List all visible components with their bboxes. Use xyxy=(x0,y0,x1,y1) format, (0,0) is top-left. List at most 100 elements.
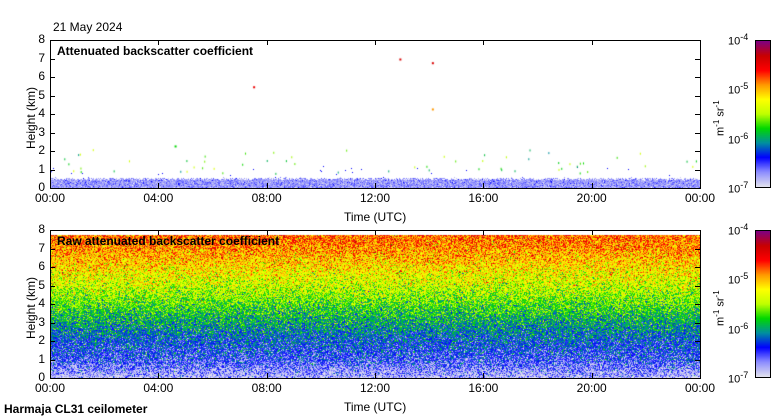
y-tick-mark xyxy=(695,95,700,97)
x-tick-label: 08:00 xyxy=(251,191,282,205)
y-tick-label: 6 xyxy=(38,259,45,273)
y-tick-mark xyxy=(50,322,55,324)
x-tick-mark xyxy=(266,373,268,378)
colorbar-tick-base: 10 xyxy=(728,84,741,97)
y-tick-label: 4 xyxy=(38,296,45,310)
x-tick-label: 00:00 xyxy=(34,191,66,205)
y-tick-mark xyxy=(50,58,55,60)
x-tick-label: 12:00 xyxy=(359,191,391,205)
y-tick-mark xyxy=(695,77,700,78)
y-tick-mark xyxy=(50,341,55,342)
y-tick-label: 7 xyxy=(38,240,45,255)
x-tick-label: 20:00 xyxy=(576,381,607,395)
colorbar-tick-exponent: -5 xyxy=(740,271,749,282)
raw-backscatter-heatmap xyxy=(50,230,700,378)
colorbar-tick-base: 10 xyxy=(728,373,741,386)
colorbar-tick-label: 10-7 xyxy=(728,370,748,386)
y-tick-label: 3 xyxy=(38,314,45,329)
colorbar-tick-base: 10 xyxy=(728,225,741,238)
x-tick-mark xyxy=(591,373,593,378)
x-tick-label: 08:00 xyxy=(251,381,282,395)
y-tick-mark xyxy=(50,359,55,361)
x-tick-label: 16:00 xyxy=(468,191,499,205)
y-axis-label: Height (km) xyxy=(24,276,38,339)
colorbar-tick-base: 10 xyxy=(728,134,741,147)
y-tick-mark xyxy=(695,230,700,231)
colorbar-tick-label: 10-5 xyxy=(728,271,748,287)
y-tick-label: 0 xyxy=(38,370,45,384)
x-tick-label: 20:00 xyxy=(576,191,607,205)
x-tick-mark xyxy=(158,373,160,378)
colorbar-tick-exponent: -5 xyxy=(740,81,749,92)
y-tick-mark xyxy=(50,304,55,305)
colorbar-tick-exponent: -4 xyxy=(740,32,749,42)
x-tick-mark xyxy=(158,40,160,45)
colorbar-tick-base: 10 xyxy=(728,35,741,48)
y-tick-mark xyxy=(695,58,700,60)
plot-frame xyxy=(50,40,701,189)
colorbar-tick-base: 10 xyxy=(728,183,741,196)
colorbar-tick-base: 10 xyxy=(728,324,741,337)
raw-plot-frame xyxy=(50,230,701,379)
y-tick-mark xyxy=(50,132,55,134)
colorbar-tick-label: 10-6 xyxy=(728,321,748,337)
backscatter-heatmap xyxy=(50,40,700,188)
y-tick-mark xyxy=(695,169,700,171)
x-tick-label: 16:00 xyxy=(468,381,499,395)
x-tick-mark xyxy=(375,373,376,378)
y-tick-mark xyxy=(695,188,700,189)
colorbar-unit-label: m-1 sr-1 xyxy=(712,100,727,136)
y-tick-mark xyxy=(50,378,55,379)
y-tick-mark xyxy=(695,285,700,287)
x-tick-mark xyxy=(483,40,485,45)
y-axis-label: Height (km) xyxy=(24,86,38,149)
colorbar-tick-exponent: -7 xyxy=(740,370,749,380)
x-tick-mark xyxy=(50,230,51,235)
y-tick-label: 6 xyxy=(38,69,45,83)
x-tick-label: 00:00 xyxy=(684,381,716,395)
colorbar-unit-part: -1 xyxy=(712,290,721,298)
y-tick-mark xyxy=(50,285,55,287)
y-tick-label: 5 xyxy=(38,277,45,292)
y-tick-label: 2 xyxy=(38,333,45,347)
colorbar-unit-part: -1 xyxy=(712,100,721,108)
colorbar-unit-part: sr xyxy=(714,297,727,310)
x-tick-mark xyxy=(483,230,485,235)
y-tick-mark xyxy=(695,114,700,115)
colorbar-tick-exponent: -4 xyxy=(740,222,749,232)
colorbar-unit-part: m xyxy=(714,316,727,326)
y-tick-label: 2 xyxy=(38,143,45,157)
colorbar-unit-part: -1 xyxy=(712,309,721,317)
x-tick-mark xyxy=(700,373,701,378)
y-tick-mark xyxy=(50,248,55,250)
raw-colorbar xyxy=(755,230,771,378)
x-tick-mark xyxy=(158,230,160,235)
y-tick-label: 4 xyxy=(38,106,45,120)
x-tick-mark xyxy=(50,40,51,45)
x-tick-mark xyxy=(50,183,51,188)
x-tick-mark xyxy=(266,183,268,188)
x-tick-mark xyxy=(700,230,701,235)
y-tick-mark xyxy=(695,304,700,305)
x-tick-mark xyxy=(375,230,376,235)
x-tick-mark xyxy=(483,373,485,378)
y-tick-label: 8 xyxy=(38,32,45,46)
y-tick-label: 0 xyxy=(38,180,45,194)
colorbar-tick-label: 10-6 xyxy=(728,131,748,147)
x-tick-label: 04:00 xyxy=(143,191,174,205)
x-tick-mark xyxy=(375,183,376,188)
plot-title: Attenuated backscatter coefficient xyxy=(57,44,254,58)
colorbar-tick-exponent: -7 xyxy=(740,180,749,190)
x-tick-mark xyxy=(591,183,593,188)
x-tick-mark xyxy=(266,230,268,235)
x-tick-mark xyxy=(266,40,268,45)
x-axis-label: Time (UTC) xyxy=(344,400,407,414)
x-tick-label: 00:00 xyxy=(684,191,716,205)
y-tick-label: 1 xyxy=(38,351,45,366)
x-tick-mark xyxy=(375,40,376,45)
date-label: 21 May 2024 xyxy=(53,20,123,34)
colorbar-unit-label: m-1 sr-1 xyxy=(712,290,727,326)
colorbar-tick-label: 10-4 xyxy=(728,222,748,238)
colorbar-tick-exponent: -6 xyxy=(740,320,749,331)
y-tick-mark xyxy=(695,267,700,268)
